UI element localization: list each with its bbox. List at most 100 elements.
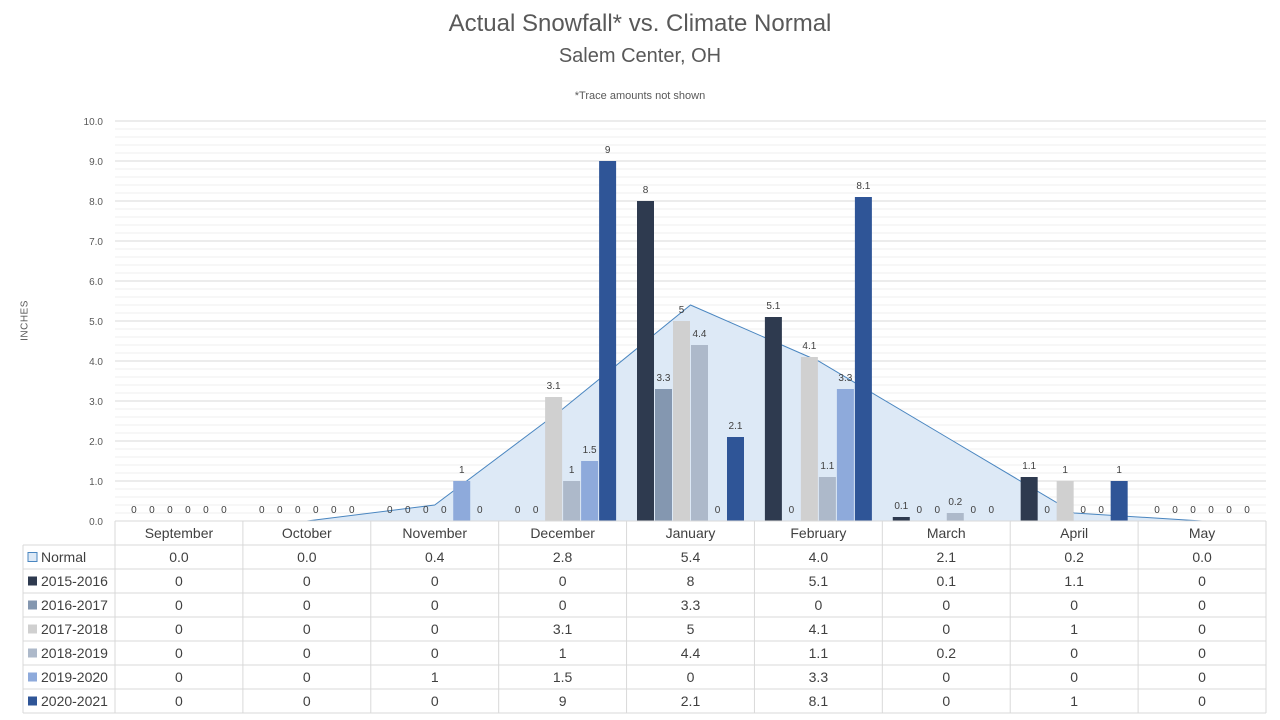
data-label: 0 [131,505,137,516]
table-cell: 5 [687,621,695,637]
y-tick-label: 2.0 [89,437,103,448]
data-label: 3.3 [838,373,852,384]
table-cell: 0 [303,645,311,661]
bar-2018-2019-March [946,513,964,521]
table-cell: 3.3 [681,597,701,613]
legend-key-2018-2019 [28,648,37,658]
x-category-label: November [402,525,467,541]
table-cell: 1 [559,645,567,661]
chart-title: Actual Snowfall* vs. Climate Normal [448,10,832,37]
table-cell: 0 [1070,669,1078,685]
data-label: 1 [569,465,575,476]
bar-2019-2020-February [836,389,854,521]
table-cell: 1 [1070,621,1078,637]
data-label: 1 [459,465,465,476]
data-label: 0 [259,505,265,516]
table-cell: 3.3 [809,669,829,685]
bar-2018-2019-December [563,481,581,521]
data-label: 0 [1190,505,1196,516]
table-cell: 0 [1198,693,1206,709]
x-category-label: May [1189,525,1215,541]
bar-2018-2019-February [818,477,836,521]
table-cell: 0 [431,693,439,709]
chart-note: *Trace amounts not shown [574,90,706,102]
legend-name: Normal [41,549,86,565]
table-cell: 2.8 [553,549,573,565]
table-cell: 0 [303,669,311,685]
data-label: 2.1 [729,421,743,432]
table-cell: 0 [175,573,183,589]
legend-key-2020-2021 [28,696,37,706]
legend-name: 2020-2021 [41,693,108,709]
table-cell: 8 [687,573,695,589]
data-label: 0 [149,505,155,516]
data-label: 0.2 [948,497,962,508]
bar-2019-2020-November [453,481,471,521]
chart-subtitle: Salem Center, OH [558,45,722,67]
table-cell: 0 [303,693,311,709]
table-cell: 0.2 [1064,549,1084,565]
table-cell: 0 [1198,597,1206,613]
table-cell: 0 [1070,597,1078,613]
y-tick-label: 8.0 [89,197,103,208]
y-tick-label: 4.0 [89,357,103,368]
bar-2019-2020-December [581,461,599,521]
data-label: 1 [1116,465,1122,476]
bar-2015-2016-April [1020,477,1038,521]
data-label: 1.1 [1022,461,1036,472]
table-cell: 0 [814,597,822,613]
bar-2020-2021-February [854,197,872,521]
data-label: 0 [313,505,319,516]
table-cell: 1.5 [553,669,573,685]
y-tick-label: 6.0 [89,277,103,288]
table-cell: 5.4 [681,549,701,565]
x-category-label: February [790,525,846,541]
legend-key-Normal [27,552,38,562]
bar-2017-2018-January [673,321,690,521]
table-cell: 3.1 [553,621,573,637]
data-label: 0 [349,505,355,516]
bar-2020-2021-January [727,437,744,521]
data-label: 1 [1062,465,1068,476]
table-cell: 0.2 [937,645,957,661]
data-label: 8.1 [856,181,870,192]
legend-key-2017-2018 [28,624,37,634]
table-cell: 0 [559,573,567,589]
table-cell: 0 [942,621,950,637]
data-label: 0 [405,505,411,516]
legend-name: 2017-2018 [41,621,108,637]
table-cell: 0 [175,597,183,613]
bar-2020-2021-December [599,161,617,521]
legend-key-2019-2020 [28,672,37,682]
table-cell: 0.0 [1192,549,1212,565]
x-category-label: December [530,525,595,541]
data-label: 0 [515,505,521,516]
data-label: 1.1 [820,461,834,472]
table-cell: 0 [175,645,183,661]
legend-name: 2018-2019 [41,645,108,661]
table-cell: 2.1 [937,549,957,565]
table-cell: 8.1 [809,693,829,709]
y-tick-label: 3.0 [89,397,103,408]
legend-key-2015-2016 [28,576,37,586]
x-category-label: January [666,525,716,541]
y-tick-label: 10.0 [84,117,104,128]
data-label: 9 [605,145,611,156]
table-cell: 0 [1198,621,1206,637]
legend-name: 2016-2017 [41,597,108,613]
table-cell: 0 [559,597,567,613]
y-tick-label: 9.0 [89,157,103,168]
data-label: 0 [277,505,283,516]
data-label: 0 [423,505,429,516]
data-label: 0 [295,505,301,516]
data-label: 0 [715,505,721,516]
table-cell: 0.1 [937,573,957,589]
data-label: 0 [970,505,976,516]
data-label: 0 [185,505,191,516]
data-label: 3.3 [657,373,671,384]
bar-2015-2016-March [892,517,910,521]
table-cell: 9 [559,693,567,709]
data-label: 0.1 [894,501,908,512]
table-cell: 4.4 [681,645,701,661]
